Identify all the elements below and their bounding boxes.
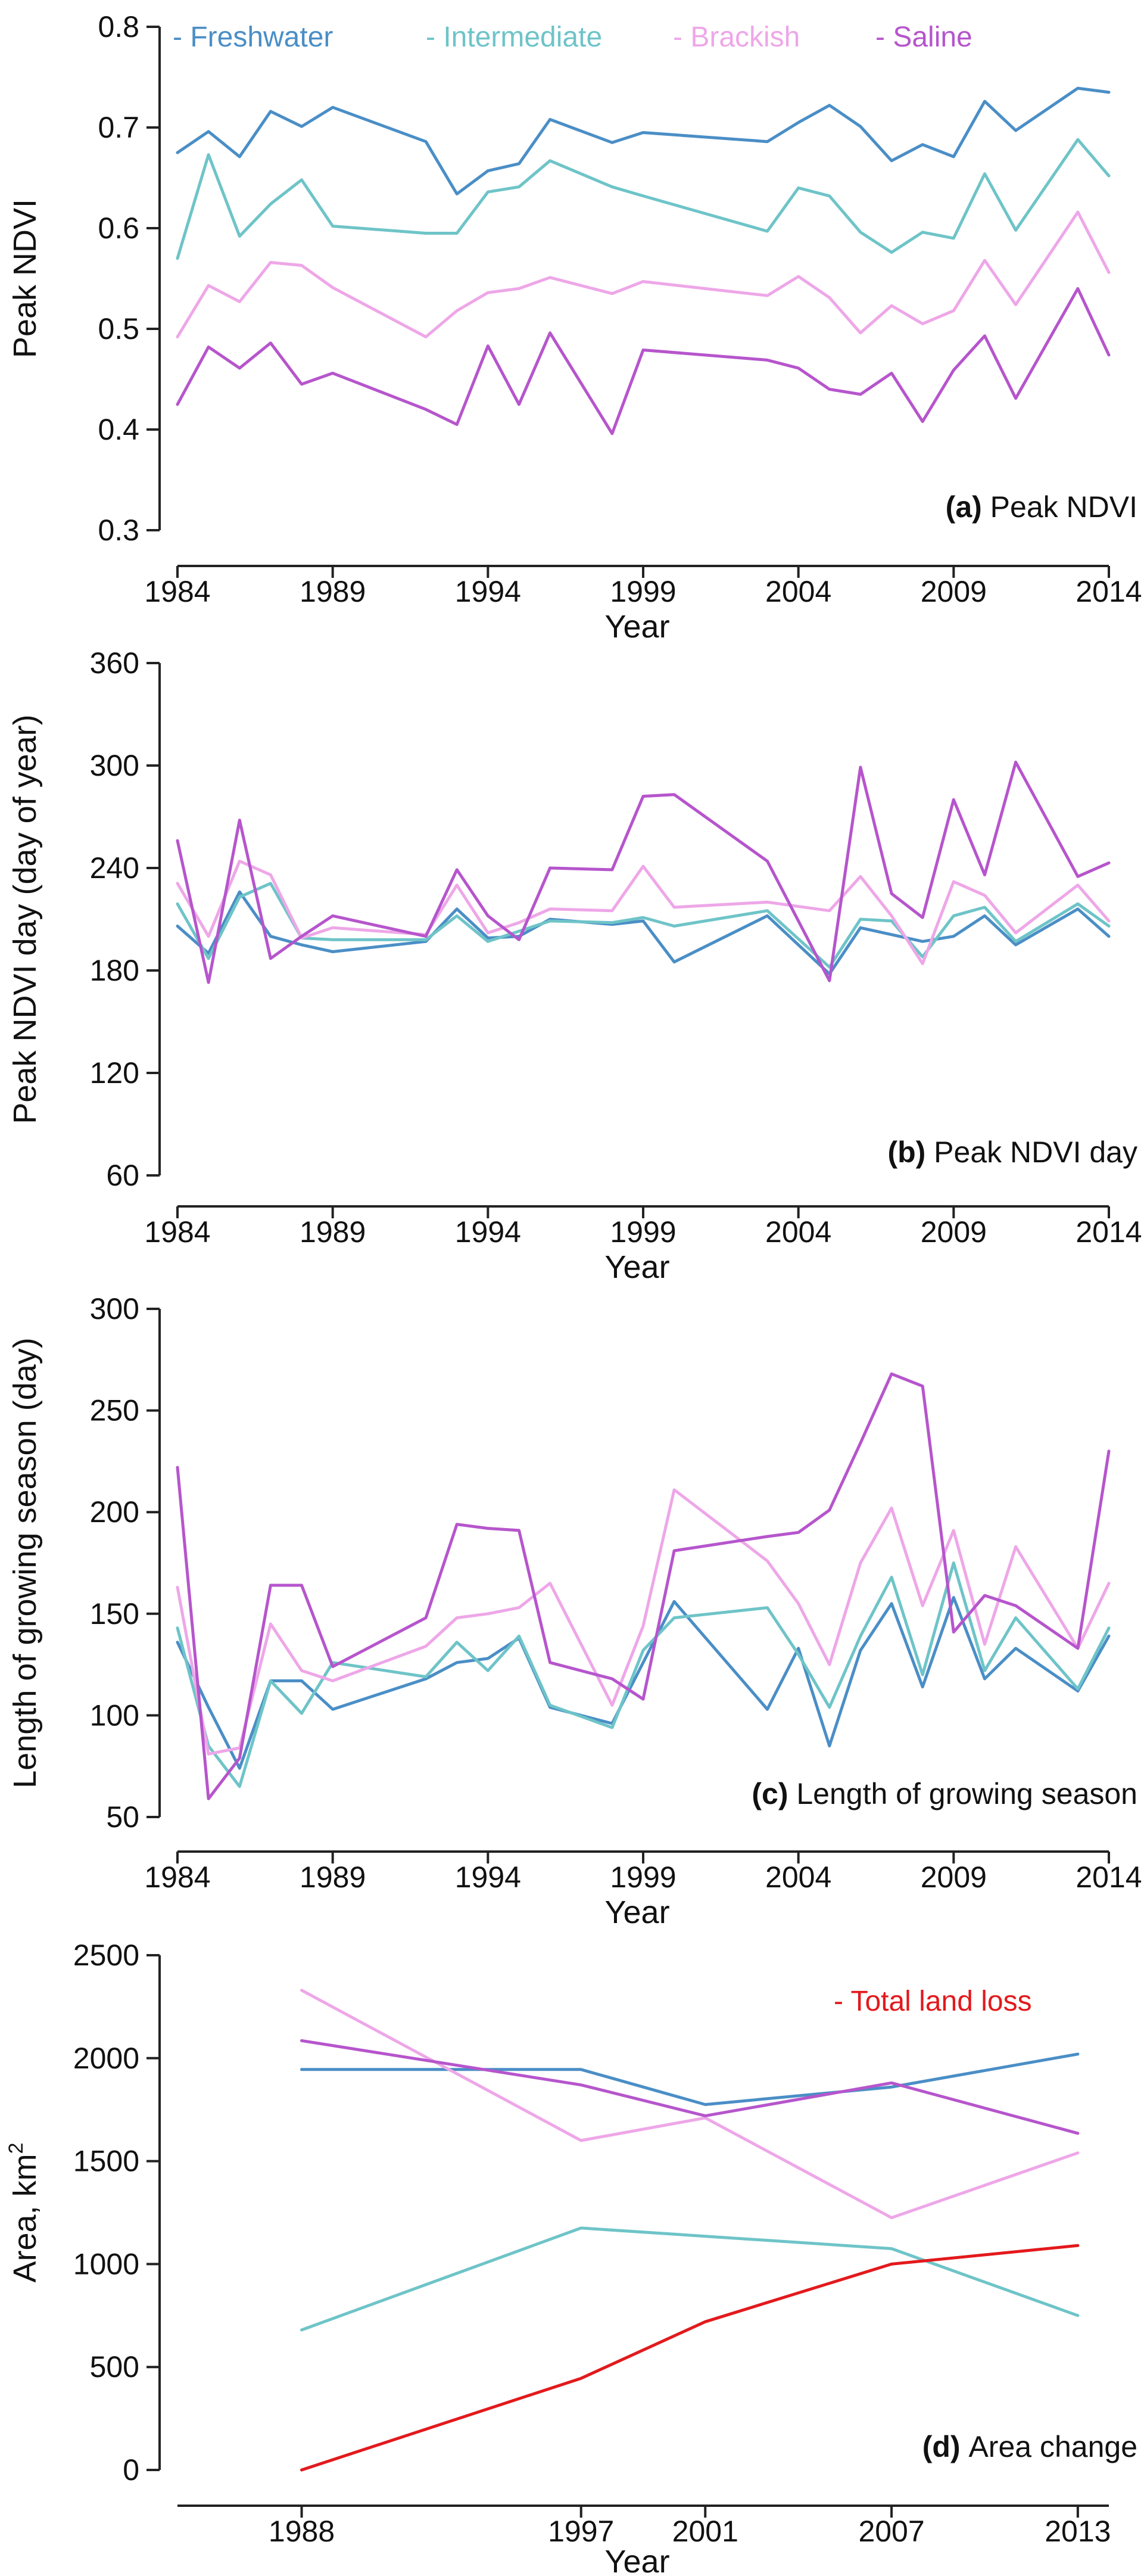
x-tick-label: 1989 bbox=[300, 1215, 366, 1249]
x-tick-label: 1999 bbox=[610, 575, 676, 608]
x-tick-label: 2014 bbox=[1076, 575, 1142, 608]
legend-entry-total-land-loss: - Total land loss bbox=[834, 1986, 1032, 2017]
x-axis-title: Year bbox=[604, 2544, 669, 2576]
panel-letter: (b) bbox=[887, 1135, 934, 1169]
series-line-freshwater bbox=[176, 86, 1111, 195]
y-axis-title: Area, km2 bbox=[5, 2143, 43, 2283]
x-tick-label: 2007 bbox=[858, 2515, 924, 2548]
y-tick-label: 120 bbox=[90, 1056, 139, 1090]
x-tick-label: 1999 bbox=[610, 1215, 676, 1249]
y-tick-label: 240 bbox=[90, 851, 139, 885]
y-tick-label: 500 bbox=[90, 2350, 139, 2384]
x-tick-label: 2004 bbox=[765, 575, 831, 608]
panel-title: Area change bbox=[968, 2430, 1137, 2463]
y-tick-label: 200 bbox=[90, 1495, 139, 1529]
x-tick-label: 2013 bbox=[1045, 2515, 1111, 2548]
y-tick-label: 360 bbox=[90, 646, 139, 680]
x-tick-label: 2001 bbox=[672, 2515, 738, 2548]
x-tick-label: 2009 bbox=[921, 575, 987, 608]
panel-tag: (c) Length of growing season bbox=[752, 1777, 1137, 1810]
x-axis-title: Year bbox=[604, 609, 669, 645]
y-tick-label: 0.6 bbox=[98, 211, 139, 245]
legend-entry-freshwater: - Freshwater bbox=[173, 21, 333, 53]
series-line-brackish bbox=[176, 210, 1111, 338]
y-axis-title: Peak NDVI day (day of year) bbox=[7, 714, 43, 1124]
series-line-saline bbox=[176, 1372, 1111, 1800]
y-axis-title-superscript: 2 bbox=[5, 2143, 27, 2154]
series-line-brackish bbox=[176, 860, 1111, 965]
x-tick-label: 1994 bbox=[455, 1861, 521, 1894]
y-tick-label: 0.5 bbox=[98, 312, 139, 346]
x-tick-label: 2004 bbox=[765, 1861, 831, 1894]
series-line-brackish bbox=[300, 1989, 1080, 2220]
y-tick-label: 300 bbox=[90, 749, 139, 782]
series-line-saline bbox=[176, 760, 1111, 984]
panel-a: 0.3 0.4 0.5 0.6 0.7 0.8 1984 1989 1994 1999 2004 20… bbox=[7, 10, 1142, 645]
legend-entry-brackish: - Brackish bbox=[673, 21, 800, 53]
x-tick-label: 1994 bbox=[455, 1215, 521, 1249]
x-tick-label: 1988 bbox=[269, 2515, 335, 2548]
y-tick-label: 150 bbox=[90, 1597, 139, 1631]
panel-letter: (c) bbox=[752, 1777, 796, 1810]
series-line-saline bbox=[300, 2039, 1080, 2135]
panel-d: 0 500 1000 1500 2000 2500 1988 1997 2001 2007 2013… bbox=[5, 1939, 1137, 2576]
y-tick-label: 50 bbox=[106, 1800, 139, 1834]
x-tick-label: 1997 bbox=[548, 2515, 614, 2548]
x-tick-label: 1999 bbox=[610, 1861, 676, 1894]
x-axis-title: Year bbox=[604, 1249, 669, 1285]
panel-title: Peak NDVI bbox=[990, 490, 1137, 524]
series-line-intermediate bbox=[176, 1561, 1111, 1788]
series-line-intermediate bbox=[176, 138, 1111, 260]
x-tick-label: 1989 bbox=[300, 575, 366, 608]
y-tick-label: 0.8 bbox=[98, 10, 139, 43]
x-tick-label: 1984 bbox=[144, 1215, 210, 1249]
x-tick-label: 1984 bbox=[144, 575, 210, 608]
panel-b: 60 120 180 240 300 360 1984 1989 1994 1999 2004 200… bbox=[7, 646, 1142, 1285]
x-tick-label: 2014 bbox=[1076, 1861, 1142, 1894]
y-tick-label: 0 bbox=[123, 2453, 139, 2487]
y-tick-label: 1500 bbox=[73, 2145, 139, 2178]
y-tick-label: 0.3 bbox=[98, 514, 139, 547]
y-tick-label: 250 bbox=[90, 1394, 139, 1427]
y-tick-label: 180 bbox=[90, 954, 139, 987]
series-line-freshwater bbox=[176, 1596, 1111, 1770]
y-tick-label: 2000 bbox=[73, 2042, 139, 2075]
x-tick-label: 2004 bbox=[765, 1215, 831, 1249]
panel-tag: (a) Peak NDVI bbox=[946, 490, 1137, 524]
series-line-intermediate bbox=[300, 2226, 1080, 2332]
series-line-total-land-loss bbox=[300, 2244, 1080, 2472]
y-tick-label: 0.4 bbox=[98, 413, 139, 446]
panel-letter: (a) bbox=[946, 490, 990, 524]
series-line-freshwater bbox=[300, 2052, 1080, 2107]
series-line-saline bbox=[176, 287, 1111, 435]
x-axis-title: Year bbox=[604, 1894, 669, 1930]
y-tick-label: 100 bbox=[90, 1698, 139, 1732]
x-tick-label: 1984 bbox=[144, 1861, 210, 1894]
series-line-freshwater bbox=[176, 890, 1111, 976]
legend-entry-saline: - Saline bbox=[875, 21, 972, 53]
y-tick-label: 300 bbox=[90, 1292, 139, 1326]
panel-letter: (d) bbox=[922, 2430, 969, 2463]
y-axis-title: Peak NDVI bbox=[7, 199, 43, 358]
y-tick-label: 2500 bbox=[73, 1939, 139, 1972]
panel-c: 50 100 150 200 250 300 1984 1989 1994 1999 2004 200… bbox=[7, 1292, 1142, 1930]
x-tick-label: 2009 bbox=[921, 1861, 987, 1894]
panel-title: Length of growing season bbox=[796, 1777, 1137, 1810]
panel-tag: (b) Peak NDVI day bbox=[887, 1135, 1137, 1169]
y-tick-label: 1000 bbox=[73, 2247, 139, 2281]
series-line-brackish bbox=[176, 1488, 1111, 1756]
x-tick-label: 1994 bbox=[455, 575, 521, 608]
y-axis-title: Length of growing season (day) bbox=[7, 1337, 43, 1788]
y-tick-label: 0.7 bbox=[98, 111, 139, 144]
y-tick-label: 60 bbox=[106, 1159, 139, 1192]
x-tick-label: 2009 bbox=[921, 1215, 987, 1249]
panel-title: Peak NDVI day bbox=[934, 1135, 1137, 1169]
x-tick-label: 2014 bbox=[1076, 1215, 1142, 1249]
legend-entry-intermediate: - Intermediate bbox=[426, 21, 602, 53]
panel-tag: (d) Area change bbox=[922, 2430, 1137, 2463]
x-tick-label: 1989 bbox=[300, 1861, 366, 1894]
